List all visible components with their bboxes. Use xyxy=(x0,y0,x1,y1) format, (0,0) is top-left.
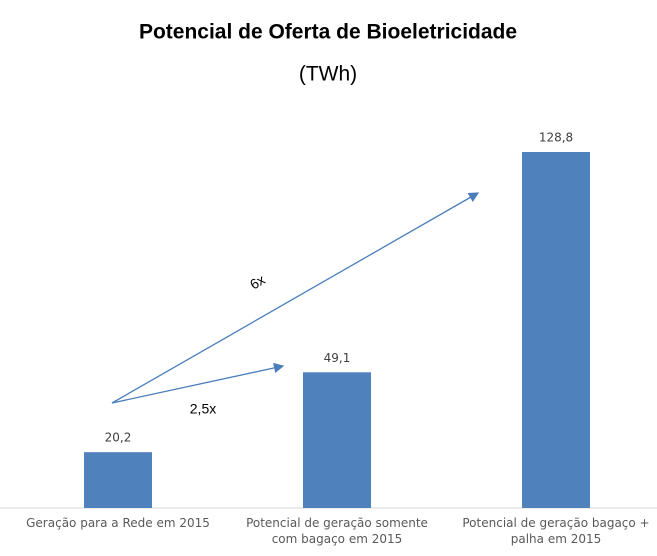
annotation: 2,5x xyxy=(190,401,216,417)
data-label: 128,8 xyxy=(539,131,573,145)
bar xyxy=(303,372,371,508)
bar xyxy=(84,452,152,508)
x-tick-label: Potencial de geração somente com bagaço … xyxy=(246,516,428,546)
data-label: 49,1 xyxy=(324,351,351,365)
data-label: 20,2 xyxy=(105,431,132,445)
bar xyxy=(522,152,590,508)
x-tick-label: Geração para a Rede em 2015 xyxy=(26,516,210,530)
chart-title: Potencial de Oferta de Bioeletricidade xyxy=(139,21,517,44)
annotation: 6x xyxy=(247,271,268,292)
arrow xyxy=(111,362,285,404)
arrow xyxy=(111,192,480,404)
x-tick-label: Potencial de geração bagaço + palha em 2… xyxy=(462,516,650,546)
chart-subtitle: (TWh) xyxy=(299,63,357,86)
